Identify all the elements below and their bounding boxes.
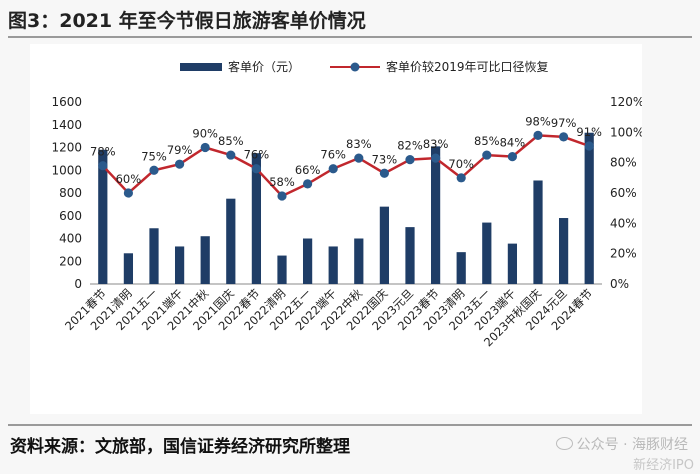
recovery-data-label: 97%: [551, 116, 577, 130]
bar-2023元旦: [405, 227, 415, 284]
legend-label-line: 客单价较2019年可比口径恢复: [386, 59, 549, 74]
recovery-data-label: 73%: [372, 152, 398, 166]
y-left-tick-label: 800: [59, 186, 82, 200]
y-right-tick-label: 60%: [610, 186, 637, 200]
recovery-data-label: 91%: [576, 125, 602, 139]
chart-svg: 客单价（元） 客单价较2019年可比口径恢复 0 200 400 600 800 1000 12…: [51, 59, 642, 349]
recovery-point-2023中秋国庆: [533, 130, 543, 140]
recovery-point-2024元旦: [559, 132, 569, 142]
recovery-point-2024春节: [584, 141, 594, 151]
y-left-tick-label: 400: [59, 232, 82, 246]
bar-2022中秋: [354, 238, 364, 284]
recovery-data-label: 66%: [295, 163, 321, 177]
bar-2024春节: [584, 132, 594, 284]
bar-2022五一: [302, 238, 313, 284]
bar-2021春节: [98, 149, 108, 284]
recovery-point-2021中秋: [200, 142, 210, 153]
recovery-point-2022中秋: [354, 153, 364, 163]
recovery-point-2023端午: [507, 152, 517, 162]
recovery-data-label: 76%: [244, 148, 270, 162]
y-right-tick-label: 20%: [610, 247, 637, 261]
bar-2022国庆: [379, 206, 390, 284]
recovery-point-2023元旦: [405, 155, 415, 165]
watermark: 公众号 · 海豚财经: [555, 434, 688, 454]
legend-marker-sample: [350, 62, 360, 72]
bar-2022端午: [328, 246, 338, 284]
wechat-icon: [555, 437, 573, 450]
y-left-tick-label: 0: [74, 277, 82, 291]
recovery-data-label: 76%: [320, 148, 346, 162]
source-divider: [8, 424, 692, 426]
recovery-data-label: 84%: [500, 136, 526, 150]
recovery-data-label: 98%: [525, 114, 551, 128]
chart-area: 客单价（元） 客单价较2019年可比口径恢复 0 200 400 600 800 1000 12…: [30, 44, 642, 414]
bar-2022清明: [277, 255, 287, 284]
watermark-secondary: 新经济IPO: [633, 458, 694, 473]
recovery-point-2022国庆: [379, 168, 389, 178]
y-right-tick-label: 120%: [610, 95, 642, 109]
y-left-tick-label: 1000: [51, 163, 82, 177]
recovery-data-label: 79%: [167, 143, 193, 157]
bar-2023清明: [456, 252, 466, 284]
bar-2021国庆: [226, 198, 236, 284]
y-right-tick-label: 100%: [610, 125, 642, 139]
bar-2021中秋: [200, 236, 210, 284]
recovery-point-2023五一: [482, 150, 492, 160]
y-left-tick-label: 1600: [51, 95, 82, 109]
bar-2024元旦: [558, 218, 569, 284]
y-left-tick-label: 600: [59, 209, 82, 223]
recovery-point-2022端午: [328, 164, 338, 174]
recovery-data-label: 75%: [141, 149, 167, 163]
recovery-data-label: 58%: [269, 175, 295, 189]
recovery-point-2021端午: [175, 159, 185, 169]
recovery-point-2022春节: [251, 164, 261, 174]
source-note: 资料来源：文旅部，国信证券经济研究所整理: [10, 437, 350, 457]
recovery-point-2023清明: [456, 173, 466, 183]
figure-title: 图3：2021 年至今节假日旅游客单价情况: [8, 10, 366, 32]
bar-2023春节: [430, 146, 441, 284]
recovery-point-2022五一: [303, 179, 313, 189]
y-left-tick-label: 200: [59, 254, 82, 268]
y-left-tick-label: 1200: [51, 141, 82, 155]
bar-2023端午: [507, 243, 518, 284]
recovery-data-label: 83%: [346, 137, 372, 151]
recovery-data-label: 83%: [423, 137, 449, 151]
recovery-point-2021五一: [149, 165, 159, 175]
recovery-data-label: 85%: [474, 134, 500, 148]
recovery-point-2021春节: [98, 161, 108, 171]
bar-2022春节: [251, 153, 262, 284]
y-right-tick-label: 80%: [610, 156, 637, 170]
bar-2021端午: [174, 246, 185, 284]
bar-2023五一: [482, 222, 492, 284]
recovery-data-label: 70%: [448, 157, 474, 171]
legend-label-bar: 客单价（元）: [228, 59, 300, 74]
recovery-data-label: 82%: [397, 139, 423, 153]
recovery-data-label: 90%: [192, 127, 218, 141]
watermark-text: 公众号 · 海豚财经: [576, 437, 688, 453]
recovery-point-2021清明: [123, 188, 133, 198]
recovery-data-label: 85%: [218, 134, 244, 148]
y-left-tick-label: 1400: [51, 118, 82, 132]
recovery-data-label: 78%: [90, 145, 116, 159]
recovery-point-2022清明: [277, 191, 287, 201]
recovery-point-2023春节: [431, 153, 441, 163]
y-right-tick-label: 40%: [610, 216, 637, 230]
y-right-tick-label: 0%: [610, 277, 629, 291]
bar-2021清明: [123, 253, 134, 284]
recovery-data-label: 60%: [116, 172, 142, 186]
recovery-point-2021国庆: [226, 150, 236, 160]
bar-2021五一: [149, 228, 159, 284]
legend-swatch-bar: [180, 63, 222, 71]
title-divider: [8, 36, 692, 38]
bar-2023中秋国庆: [533, 180, 543, 284]
